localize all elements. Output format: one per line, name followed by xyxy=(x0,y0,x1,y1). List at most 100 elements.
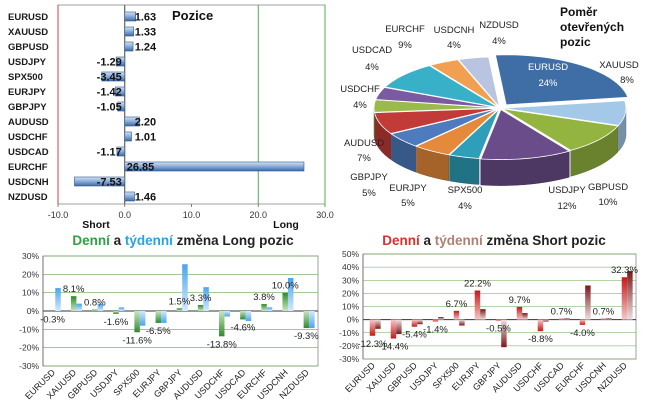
bar xyxy=(49,311,56,312)
bar xyxy=(124,191,135,202)
category-label: EURCHF xyxy=(8,162,48,173)
data-label: 2.20 xyxy=(135,117,156,129)
category-label: EURUSD xyxy=(8,12,48,23)
tick-label: 30% xyxy=(342,275,359,285)
tick-label: 10% xyxy=(342,302,359,312)
bar xyxy=(621,277,628,320)
tick-label: -10.0 xyxy=(48,210,69,220)
bar xyxy=(282,292,288,311)
bar xyxy=(224,311,230,317)
tick-label: 0% xyxy=(27,306,40,316)
tick-label: -30% xyxy=(19,361,39,371)
pie-slice xyxy=(374,107,498,134)
bar xyxy=(585,285,591,320)
slice-label: 7% xyxy=(357,153,371,164)
slice-name: GBPUSD xyxy=(588,182,628,193)
slice-name: EURJPY xyxy=(389,183,427,194)
chart-title-part: Denní xyxy=(382,233,421,248)
pie-slice xyxy=(494,54,629,106)
slice-label: 24% xyxy=(538,78,558,89)
data-label: 1.01 xyxy=(135,132,156,144)
bar xyxy=(558,318,565,320)
slice-label: 5% xyxy=(401,198,415,209)
data-label: 0.8% xyxy=(84,298,106,309)
bar xyxy=(375,319,381,329)
slice-name: USDJPY xyxy=(548,185,586,196)
category-label: SPX500 xyxy=(8,72,43,83)
data-label: 22.2% xyxy=(464,278,491,289)
bar xyxy=(219,311,225,337)
bar xyxy=(501,319,507,348)
pie-slice xyxy=(415,108,499,156)
bar xyxy=(113,311,119,314)
slice-label: 12% xyxy=(557,201,577,212)
bar xyxy=(101,71,126,82)
data-label: -4.0% xyxy=(570,328,595,339)
bar xyxy=(396,319,402,335)
bar xyxy=(600,318,607,320)
pie-title-line: pozic xyxy=(560,35,591,49)
bar xyxy=(124,26,134,37)
slice-label: 4% xyxy=(447,40,461,51)
bar xyxy=(240,311,246,320)
bar xyxy=(432,319,439,322)
bar xyxy=(124,161,305,172)
data-label: -8.8% xyxy=(528,334,553,345)
bar xyxy=(245,311,252,322)
tick-label: 10.0 xyxy=(183,210,201,220)
tick-label: 30.0 xyxy=(316,210,334,220)
chart-title-part: a xyxy=(110,233,125,248)
data-label: 1.46 xyxy=(135,192,156,204)
data-label: -11.6% xyxy=(122,335,152,346)
bar xyxy=(516,306,523,320)
bar xyxy=(495,319,502,321)
bar xyxy=(114,86,126,97)
slice-label: 9% xyxy=(398,40,412,51)
category-label: USDCAD xyxy=(8,147,49,158)
data-label: -1.4% xyxy=(423,324,448,335)
tick-label: 20% xyxy=(342,288,359,298)
short-change-chart: 50%40%30%20%10%0%-10%-20%-30%EURUSD-12.3… xyxy=(339,233,638,395)
data-label: -4.6% xyxy=(230,322,255,333)
bar xyxy=(134,311,140,333)
pie-slice xyxy=(429,59,499,108)
bar xyxy=(579,319,586,325)
pie-slice xyxy=(373,99,498,113)
data-label: 10.0% xyxy=(272,281,299,292)
slice-label: 5% xyxy=(362,188,376,199)
data-label: 32.3% xyxy=(611,265,638,276)
bar xyxy=(124,41,134,52)
data-label: 1.24 xyxy=(135,42,157,54)
data-label: -13.8% xyxy=(207,339,238,350)
pie-slice xyxy=(384,65,498,108)
long-change-chart: 30%20%10%0%-10%-20%-30%EURUSD-0.3%XAUUSD… xyxy=(19,233,319,402)
slice-name: AUDUSD xyxy=(344,138,384,149)
bar xyxy=(564,318,570,320)
bar xyxy=(266,307,273,311)
chart-title-part: Denní xyxy=(72,233,111,248)
category-label: EURJPY xyxy=(8,87,47,98)
slice-name: EURCHF xyxy=(385,24,425,35)
data-label: 8.1% xyxy=(63,284,85,295)
bar xyxy=(155,311,162,323)
pie-slice xyxy=(457,56,500,108)
tick-label: 30% xyxy=(22,251,39,261)
pie-slice xyxy=(375,87,498,109)
data-label: -3.45 xyxy=(97,72,122,84)
bar xyxy=(606,318,612,320)
pie-slice-side xyxy=(449,154,480,185)
bar xyxy=(459,319,465,326)
tick-label: -30% xyxy=(339,354,359,364)
data-label: -12.3% xyxy=(357,339,388,350)
slice-label: 4% xyxy=(353,100,367,111)
positions-chart: EURUSD 1.63 XAUUSD 1.33 GBPUSD 1.24 USDJPY -1.2… xyxy=(8,4,334,231)
bar xyxy=(309,311,315,329)
bar xyxy=(522,313,528,320)
data-label: -1.29 xyxy=(97,57,122,69)
bar xyxy=(627,271,633,320)
data-label: -0.3% xyxy=(40,315,65,326)
tick-label: 20.0 xyxy=(249,210,267,220)
tick-label: 0.0 xyxy=(118,210,131,220)
data-label: 3.3% xyxy=(190,293,212,304)
bar xyxy=(411,319,418,327)
